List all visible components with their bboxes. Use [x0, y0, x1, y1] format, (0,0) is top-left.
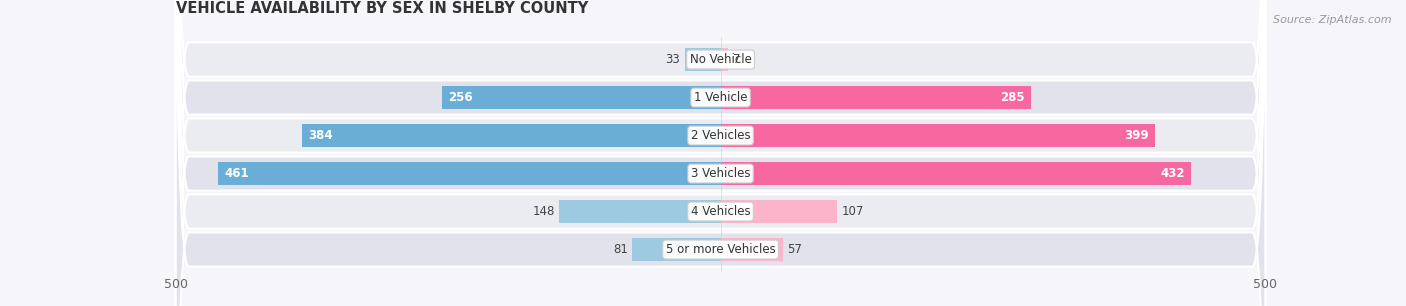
Text: VEHICLE AVAILABILITY BY SEX IN SHELBY COUNTY: VEHICLE AVAILABILITY BY SEX IN SHELBY CO…: [176, 1, 588, 16]
Text: 107: 107: [842, 205, 863, 218]
Bar: [441, 86, 721, 109]
FancyBboxPatch shape: [176, 0, 1265, 306]
Bar: [560, 200, 721, 223]
Text: 3 Vehicles: 3 Vehicles: [690, 167, 751, 180]
Text: 81: 81: [613, 243, 628, 256]
Text: 1 Vehicle: 1 Vehicle: [693, 91, 748, 104]
Bar: [721, 48, 728, 71]
Bar: [721, 238, 783, 261]
Bar: [302, 124, 721, 147]
FancyBboxPatch shape: [176, 0, 1265, 306]
Bar: [721, 86, 1031, 109]
Text: Source: ZipAtlas.com: Source: ZipAtlas.com: [1274, 15, 1392, 25]
Text: 285: 285: [1000, 91, 1025, 104]
Text: 7: 7: [733, 53, 740, 66]
Text: 432: 432: [1160, 167, 1185, 180]
Bar: [721, 124, 1156, 147]
Bar: [721, 200, 837, 223]
Text: 256: 256: [449, 91, 472, 104]
Text: 2 Vehicles: 2 Vehicles: [690, 129, 751, 142]
Text: 57: 57: [787, 243, 801, 256]
Text: 148: 148: [533, 205, 555, 218]
FancyBboxPatch shape: [176, 0, 1265, 306]
Text: No Vehicle: No Vehicle: [689, 53, 752, 66]
Bar: [218, 162, 721, 185]
Bar: [721, 162, 1191, 185]
FancyBboxPatch shape: [176, 0, 1265, 306]
Text: 5 or more Vehicles: 5 or more Vehicles: [665, 243, 776, 256]
Text: 384: 384: [309, 129, 333, 142]
FancyBboxPatch shape: [176, 0, 1265, 306]
Text: 33: 33: [665, 53, 681, 66]
Text: 461: 461: [225, 167, 249, 180]
Bar: [685, 48, 721, 71]
Text: 4 Vehicles: 4 Vehicles: [690, 205, 751, 218]
FancyBboxPatch shape: [176, 0, 1265, 306]
Text: 399: 399: [1125, 129, 1149, 142]
Bar: [633, 238, 721, 261]
